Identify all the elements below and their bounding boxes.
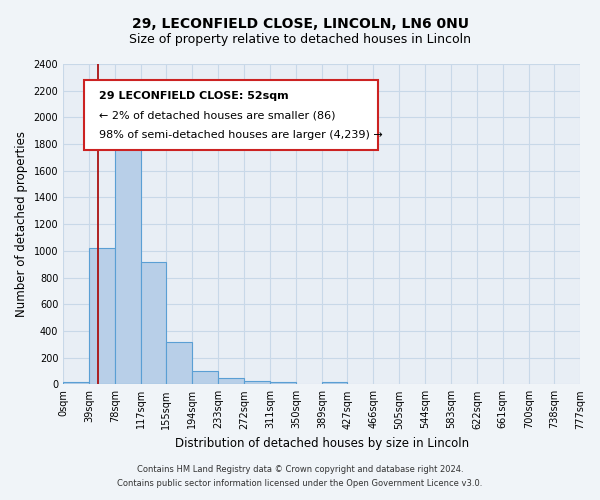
Text: 98% of semi-detached houses are larger (4,239) →: 98% of semi-detached houses are larger (… — [100, 130, 383, 140]
Text: ← 2% of detached houses are smaller (86): ← 2% of detached houses are smaller (86) — [100, 110, 336, 120]
Text: 29 LECONFIELD CLOSE: 52sqm: 29 LECONFIELD CLOSE: 52sqm — [100, 90, 289, 101]
Bar — [270, 382, 296, 384]
Bar — [322, 382, 347, 384]
Bar — [63, 382, 89, 384]
Text: Contains HM Land Registry data © Crown copyright and database right 2024.
Contai: Contains HM Land Registry data © Crown c… — [118, 466, 482, 487]
Bar — [141, 262, 166, 384]
Bar — [89, 248, 115, 384]
Bar — [218, 378, 244, 384]
X-axis label: Distribution of detached houses by size in Lincoln: Distribution of detached houses by size … — [175, 437, 469, 450]
Text: 29, LECONFIELD CLOSE, LINCOLN, LN6 0NU: 29, LECONFIELD CLOSE, LINCOLN, LN6 0NU — [131, 18, 469, 32]
Bar — [166, 342, 192, 384]
Text: Size of property relative to detached houses in Lincoln: Size of property relative to detached ho… — [129, 32, 471, 46]
Bar — [244, 381, 270, 384]
Y-axis label: Number of detached properties: Number of detached properties — [15, 131, 28, 317]
Bar — [115, 130, 141, 384]
Bar — [192, 371, 218, 384]
FancyBboxPatch shape — [84, 80, 379, 150]
